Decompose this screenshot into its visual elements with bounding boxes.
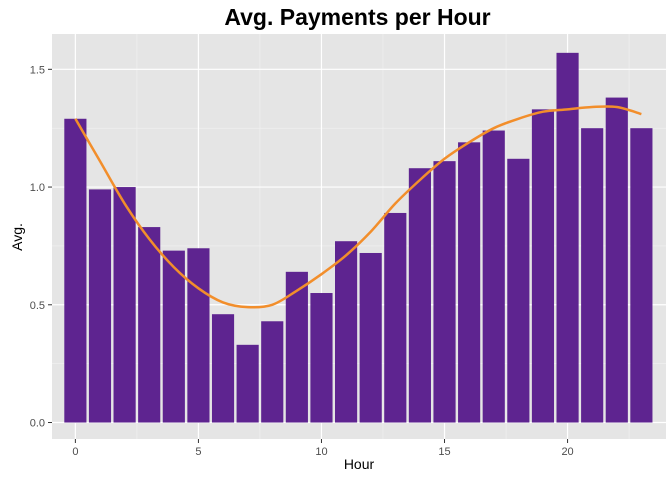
bar-hour-1 — [88, 189, 112, 423]
bar-hour-14 — [408, 168, 431, 423]
bar-hour-13 — [384, 212, 407, 423]
bar-hour-22 — [605, 97, 628, 423]
y-axis-ticks: 0.0 0.5 1.0 1.5 — [30, 64, 52, 430]
x-tick-label: 20 — [561, 446, 573, 458]
bar-hour-4 — [162, 250, 185, 423]
bar-hour-10 — [310, 293, 333, 423]
y-tick-label: 0.5 — [30, 300, 45, 312]
bar-hour-11 — [335, 241, 358, 423]
smooth-trend-line — [74, 105, 642, 309]
bar-hour-6 — [211, 314, 235, 423]
bar-hour-7 — [236, 344, 259, 423]
bar-hour-23 — [630, 128, 653, 423]
bar-hour-3 — [138, 227, 161, 423]
bar-hour-16 — [458, 142, 481, 423]
y-axis-title: Avg. — [9, 223, 25, 251]
bar-hour-2 — [113, 187, 136, 423]
bar-hour-17 — [482, 130, 505, 423]
bar-hour-12 — [359, 252, 382, 423]
bar-hour-19 — [531, 109, 555, 423]
bars — [64, 52, 653, 423]
bar-hour-8 — [261, 321, 284, 423]
x-tick-label: 15 — [438, 446, 450, 458]
bar-hour-5 — [187, 248, 210, 423]
bar-hour-15 — [433, 161, 456, 423]
bar-hour-18 — [507, 158, 530, 423]
y-tick-label: 0.0 — [30, 418, 45, 430]
y-tick-label: 1.0 — [30, 182, 45, 194]
x-axis-title: Hour — [344, 456, 375, 472]
y-tick-label: 1.5 — [30, 64, 45, 76]
x-tick-label: 5 — [195, 446, 201, 458]
x-tick-label: 10 — [315, 446, 327, 458]
x-axis-ticks: 0 5 10 15 20 — [72, 439, 574, 458]
bar-hour-0 — [64, 118, 87, 423]
x-tick-label: 0 — [72, 446, 78, 458]
bar-hour-21 — [581, 128, 604, 423]
bar-hour-20 — [556, 52, 579, 423]
bar-hour-9 — [285, 271, 308, 423]
chart-title: Avg. Payments per Hour — [224, 4, 491, 30]
